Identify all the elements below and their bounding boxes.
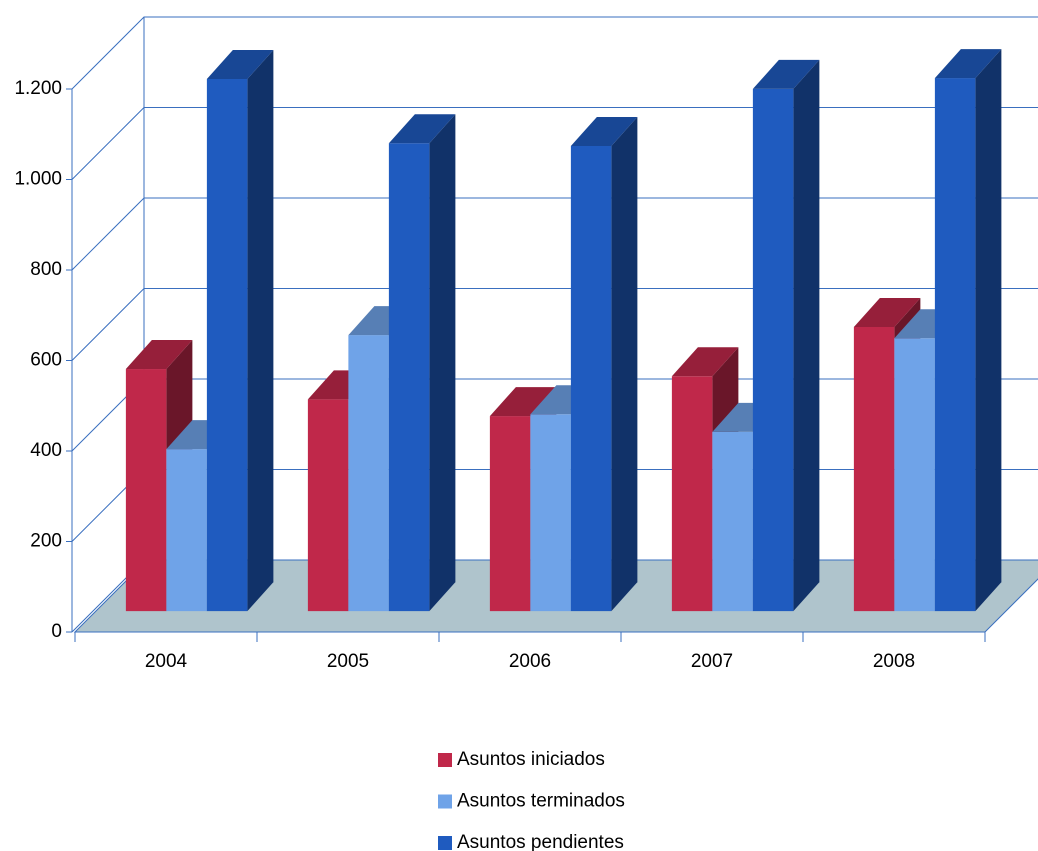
x-tick-label: 2006 <box>509 651 551 672</box>
bar-top <box>752 59 820 89</box>
bar <box>671 376 713 612</box>
bar-side <box>429 114 456 612</box>
bar <box>206 78 248 612</box>
bar <box>894 338 935 612</box>
y-tick-label: 800 <box>30 259 62 280</box>
bar <box>388 143 430 612</box>
grid-line <box>71 16 1038 90</box>
x-tick-label: 2004 <box>145 651 188 672</box>
bar-side <box>793 59 820 612</box>
legend-swatch <box>438 836 452 850</box>
y-tick-label: 1.000 <box>14 169 62 190</box>
bar-top <box>125 340 193 370</box>
y-tick-label: 1.200 <box>14 78 62 99</box>
bar <box>125 369 167 612</box>
bar <box>712 431 753 612</box>
bar <box>853 326 895 612</box>
y-tick-label: 600 <box>30 350 62 371</box>
bar <box>934 78 976 612</box>
bar <box>348 335 389 612</box>
legend-swatch <box>438 794 452 809</box>
legend-label: Asuntos iniciados <box>457 749 605 770</box>
legend-label: Asuntos pendientes <box>457 832 624 851</box>
x-tick-label: 2005 <box>327 651 369 672</box>
bar-side <box>247 49 274 612</box>
x-tick-label: 2008 <box>873 651 915 672</box>
bar <box>530 414 571 612</box>
bar-top <box>671 347 739 377</box>
bar-top <box>489 387 557 417</box>
bar <box>307 399 349 612</box>
y-tick-label: 200 <box>30 531 62 552</box>
grid-line <box>71 288 1038 361</box>
bar-top <box>934 49 1002 79</box>
grid-line <box>71 197 1038 271</box>
bar-side <box>975 49 1002 612</box>
bar-top <box>853 297 921 327</box>
bar-top <box>388 114 456 144</box>
y-tick-label: 0 <box>51 621 62 642</box>
bar <box>752 88 794 612</box>
grid-line <box>71 107 1038 180</box>
bar-top <box>570 116 638 146</box>
legend-label: Asuntos terminados <box>457 791 625 812</box>
legend-swatch <box>438 753 452 767</box>
bar <box>489 416 531 612</box>
x-tick-label: 2007 <box>691 651 733 672</box>
bar-side <box>611 116 638 612</box>
bar <box>570 145 612 612</box>
bar <box>166 449 207 612</box>
bar-top <box>206 49 274 79</box>
y-tick-label: 400 <box>30 440 62 461</box>
